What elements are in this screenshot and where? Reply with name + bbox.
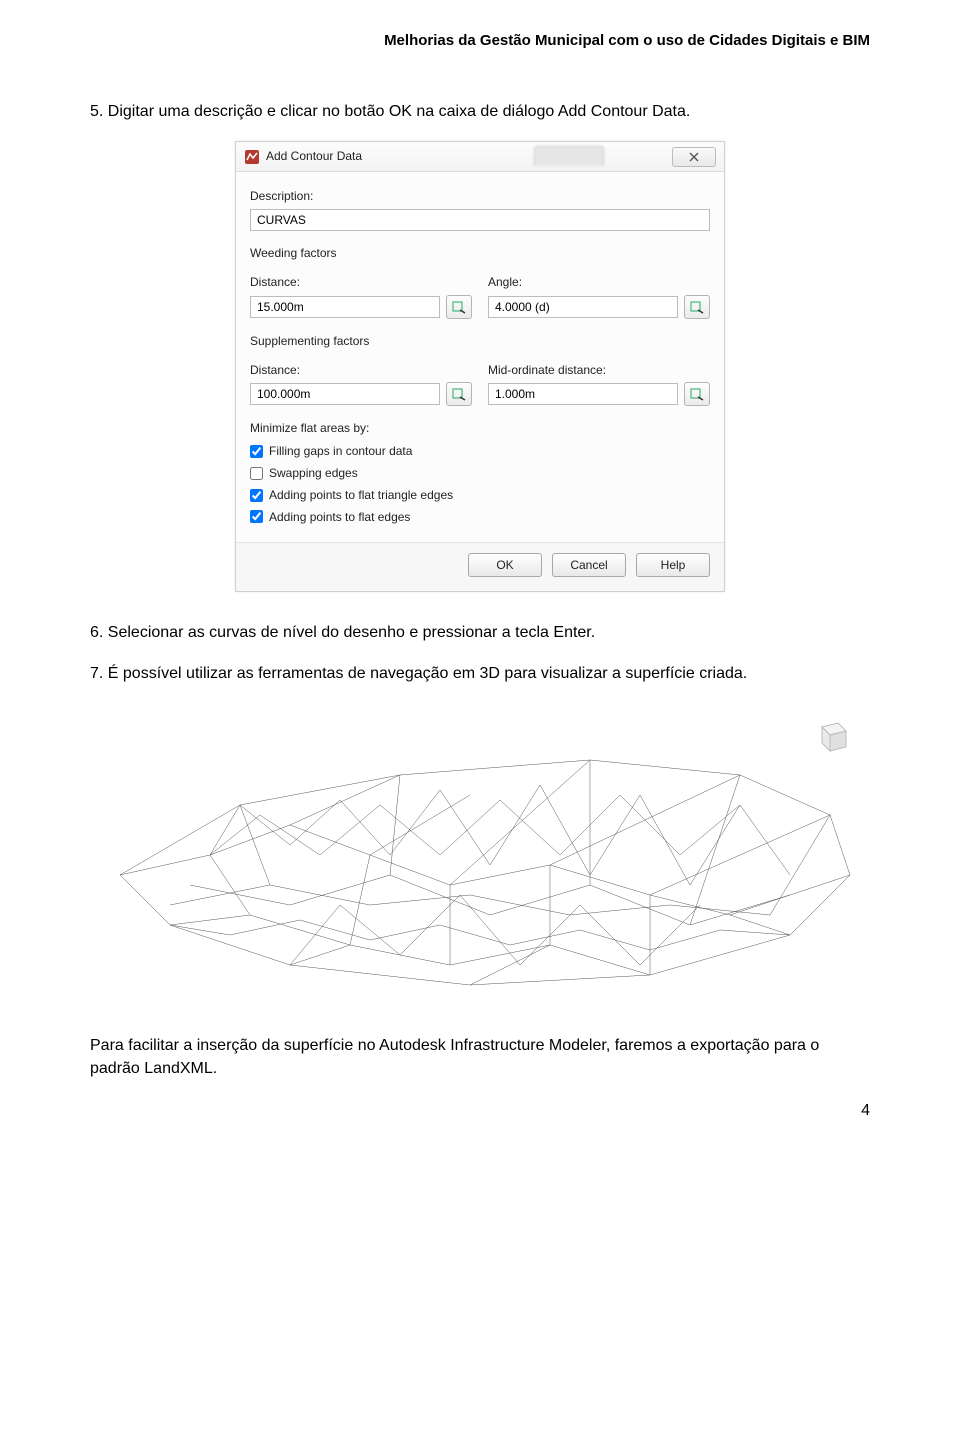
check-fill-gaps-box[interactable] <box>250 445 263 458</box>
cancel-button[interactable]: Cancel <box>552 553 626 577</box>
pick-supp-distance-button[interactable] <box>446 382 472 406</box>
minimize-label: Minimize flat areas by: <box>250 420 710 437</box>
check-swap-edges-label: Swapping edges <box>269 465 358 482</box>
check-add-tri-box[interactable] <box>250 489 263 502</box>
description-input[interactable] <box>250 209 710 231</box>
help-button[interactable]: Help <box>636 553 710 577</box>
check-add-flat-box[interactable] <box>250 510 263 523</box>
add-contour-dialog: Add Contour Data Description: Weeding fa… <box>235 141 725 592</box>
surface-3d-figure <box>90 705 870 1005</box>
pick-mid-ord-button[interactable] <box>684 382 710 406</box>
blurred-tab <box>534 146 604 166</box>
check-fill-gaps-label: Filling gaps in contour data <box>269 443 412 460</box>
pick-angle-button[interactable] <box>684 295 710 319</box>
pick-distance-button[interactable] <box>446 295 472 319</box>
angle-label: Angle: <box>488 274 710 291</box>
step-7-text: 7. É possível utilizar as ferramentas de… <box>90 663 870 685</box>
check-add-flat[interactable]: Adding points to flat edges <box>250 509 710 526</box>
supplementing-group-label: Supplementing factors <box>250 333 710 350</box>
ok-button[interactable]: OK <box>468 553 542 577</box>
weeding-group-label: Weeding factors <box>250 245 710 262</box>
angle-input[interactable] <box>488 296 678 318</box>
description-label: Description: <box>250 188 710 205</box>
page-number: 4 <box>90 1100 870 1122</box>
check-swap-edges[interactable]: Swapping edges <box>250 465 710 482</box>
check-fill-gaps[interactable]: Filling gaps in contour data <box>250 443 710 460</box>
supp-distance-label: Distance: <box>250 362 472 379</box>
check-add-flat-label: Adding points to flat edges <box>269 509 410 526</box>
check-swap-edges-box[interactable] <box>250 467 263 480</box>
step-5-text: 5. Digitar uma descrição e clicar no bot… <box>90 101 870 123</box>
step-6-text: 6. Selecionar as curvas de nível do dese… <box>90 622 870 644</box>
close-button[interactable] <box>672 147 716 167</box>
weeding-distance-input[interactable] <box>250 296 440 318</box>
dialog-screenshot: Add Contour Data Description: Weeding fa… <box>90 141 870 592</box>
dialog-titlebar: Add Contour Data <box>236 142 724 172</box>
supp-distance-input[interactable] <box>250 383 440 405</box>
page-header: Melhorias da Gestão Municipal com o uso … <box>90 30 870 51</box>
dialog-body: Description: Weeding factors Distance: <box>236 172 724 542</box>
check-add-tri-label: Adding points to flat triangle edges <box>269 487 453 504</box>
mid-ord-label: Mid-ordinate distance: <box>488 362 710 379</box>
weeding-distance-label: Distance: <box>250 274 472 291</box>
app-icon <box>244 149 260 165</box>
mid-ord-input[interactable] <box>488 383 678 405</box>
dialog-footer: OK Cancel Help <box>236 542 724 591</box>
check-add-tri[interactable]: Adding points to flat triangle edges <box>250 487 710 504</box>
dialog-title: Add Contour Data <box>266 148 672 165</box>
export-paragraph: Para facilitar a inserção da superfície … <box>90 1035 870 1080</box>
viewcube-icon[interactable] <box>812 713 852 753</box>
